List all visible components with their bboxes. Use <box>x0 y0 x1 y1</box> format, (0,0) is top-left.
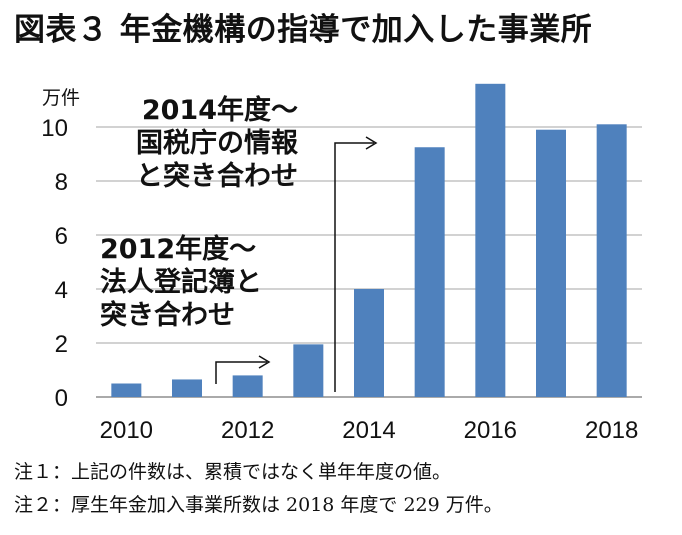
bar-2013 <box>293 344 324 397</box>
annotation-2012-line-3: 突き合わせ <box>100 300 235 331</box>
bar-2017 <box>536 129 566 397</box>
arrow-2012-head <box>258 355 271 369</box>
arrow-2012 <box>215 361 267 384</box>
x-tick-label: 2014 <box>342 417 395 444</box>
y-axis-unit-label: 万件 <box>42 87 81 109</box>
bar-2011 <box>172 379 202 397</box>
annotation-2014: 2014年度～ 国税庁の情報 と突き合わせ <box>136 94 298 193</box>
bar-2014 <box>354 289 384 397</box>
x-tick-label: 2016 <box>464 417 517 444</box>
annotation-2014-line-2: 国税庁の情報 <box>136 128 298 159</box>
annotation-2012-line-2: 法人登記簿と <box>100 267 262 298</box>
annotation-2014-line-1: 2014年度～ <box>141 95 298 126</box>
y-tick-label: 10 <box>41 115 68 142</box>
arrow-2014 <box>334 142 374 392</box>
y-tick-label: 6 <box>55 223 68 250</box>
note-2: 注２：厚生年金加入事業所数は 2018 年度で 229 万件。 <box>14 494 503 516</box>
y-tick-label: 0 <box>55 385 68 412</box>
bar-2016 <box>475 83 506 398</box>
annotation-2012: 2012年度～ 法人登記簿と 突き合わせ <box>100 233 262 332</box>
annotation-2012-line-1: 2012年度～ <box>100 234 257 265</box>
y-tick-label: 4 <box>55 277 68 304</box>
x-tick-label: 2010 <box>100 417 153 444</box>
x-tick-label: 2012 <box>221 417 274 444</box>
bar-2015 <box>414 147 445 397</box>
bar-2010 <box>111 383 142 397</box>
chart-title: 図表３ 年金機構の指導で加入した事業所 <box>14 12 593 48</box>
bar-2018 <box>596 124 627 398</box>
bar-2012 <box>232 375 263 397</box>
y-tick-label: 2 <box>55 331 68 358</box>
x-tick-label: 2018 <box>585 417 638 444</box>
arrow-2014-head <box>365 136 378 150</box>
annotation-2014-line-3: と突き合わせ <box>136 161 298 192</box>
note-1: 注１：上記の件数は、累積ではなく単年年度の値。 <box>14 461 452 483</box>
y-tick-label: 8 <box>55 169 68 196</box>
